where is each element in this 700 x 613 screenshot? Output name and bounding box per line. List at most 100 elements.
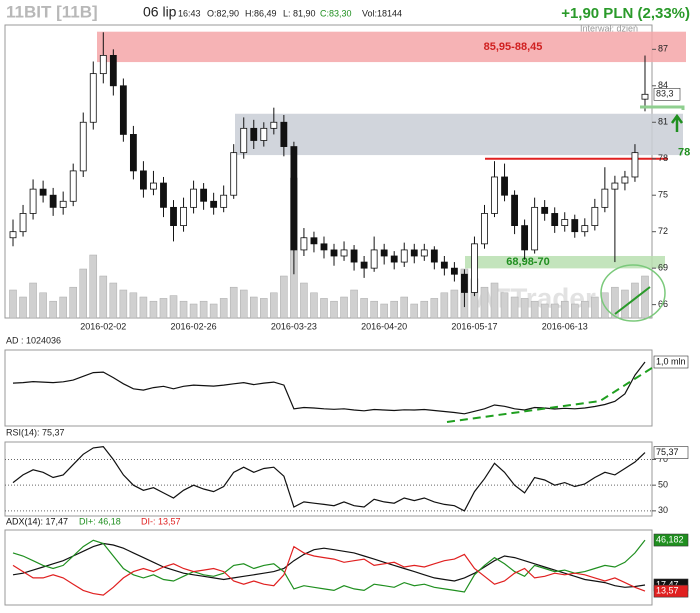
low: L: 81,90 — [283, 8, 316, 18]
volume-bar — [350, 289, 358, 319]
zone — [97, 31, 686, 63]
volume-bar — [179, 300, 188, 319]
symbol: 11BIT [11B] — [6, 2, 98, 21]
volume-bar — [370, 300, 378, 319]
candle-body — [210, 200, 218, 208]
high: H:86,49 — [245, 8, 277, 18]
value-tag — [653, 446, 689, 459]
candle-body — [350, 249, 358, 263]
interval: Interwał: dzień — [580, 23, 638, 33]
volume-bar — [581, 300, 589, 319]
candle-body — [150, 182, 157, 190]
volume-bar — [500, 292, 509, 319]
y-tick-label: 87 — [658, 44, 668, 54]
candle-body — [541, 206, 549, 214]
candle-body — [140, 170, 147, 190]
candle-body — [491, 176, 498, 214]
volume-bar — [571, 303, 579, 319]
candle-body — [300, 237, 308, 251]
volume-bar — [450, 289, 459, 319]
volume-bar — [410, 303, 419, 319]
volume-bar — [229, 286, 238, 319]
candle-body — [29, 188, 37, 214]
candle-body — [611, 182, 619, 190]
volume-bar — [239, 289, 248, 319]
volume-bar — [490, 282, 499, 319]
panel-title: RSI(14): 75,37 — [6, 427, 65, 437]
candle-body — [551, 213, 559, 227]
candle-body — [99, 54, 107, 75]
volume-bar — [99, 275, 108, 319]
candle-body — [571, 219, 579, 233]
value-tag — [653, 87, 681, 101]
y-tick-label: 78 — [658, 153, 668, 163]
candle-body — [360, 261, 368, 269]
volume-bar — [340, 296, 348, 319]
date: 06 lip — [143, 4, 177, 20]
candle-body — [400, 249, 408, 263]
volume-bar — [119, 289, 128, 319]
volume-bar — [550, 303, 559, 319]
time: 16:43 — [178, 8, 201, 18]
bracket — [640, 105, 685, 110]
change: +1,90 PLN (2,33%) — [561, 5, 690, 22]
volume-bar — [29, 282, 37, 319]
value-tag-label: 13,57 — [656, 585, 679, 595]
plot-layer: 85,95-88,4568,98-70786669727578818487201… — [4, 24, 690, 606]
volume-bar — [109, 282, 118, 319]
legend-entry: ADX(14): 17,47 — [6, 516, 68, 526]
series-line — [12, 542, 646, 588]
candle-body — [310, 237, 318, 245]
candle-body — [240, 127, 248, 154]
candle-body — [79, 121, 87, 172]
candle-body — [260, 127, 268, 141]
candle-body — [471, 243, 478, 293]
volume-bar — [189, 303, 198, 319]
candle-body — [631, 152, 639, 178]
candle-body — [119, 85, 127, 135]
candle-body — [521, 225, 529, 251]
volume-bar — [209, 303, 218, 319]
volume-bar — [540, 303, 549, 319]
volume-bar — [9, 289, 17, 319]
candle-body — [170, 206, 177, 227]
value-tag-label: 46,182 — [656, 534, 684, 544]
candle-body — [280, 121, 288, 147]
value-tag-label: 1,0 mln — [656, 356, 686, 366]
candle-body — [160, 182, 167, 208]
y-tick-label: 30 — [658, 505, 668, 515]
candle-body — [270, 121, 278, 129]
candle-body — [39, 188, 47, 196]
candle-body — [109, 54, 117, 87]
candle-body — [601, 188, 609, 208]
volume-bar — [510, 296, 519, 319]
y-tick-label: 81 — [658, 117, 668, 127]
close: C:83,30 — [320, 8, 352, 18]
volume-bar — [530, 300, 539, 319]
volume-bar — [19, 296, 27, 319]
y-tick-label: 69 — [658, 263, 668, 273]
candle-body — [531, 206, 539, 251]
volume-bar — [400, 296, 408, 319]
zone-label: 68,98-70 — [506, 256, 549, 268]
volume-bar — [480, 286, 489, 319]
candle-body — [621, 176, 629, 184]
legend-entry: DI+: 46,18 — [79, 516, 121, 526]
volume-bar — [270, 292, 278, 319]
volume-bar — [320, 298, 328, 319]
volume-bar — [420, 300, 429, 319]
value-tag-label: 83,3 — [656, 89, 674, 99]
candle-body — [49, 194, 57, 208]
panel-border — [4, 349, 653, 427]
series-line — [12, 545, 646, 596]
volume-bar — [89, 254, 98, 319]
y-tick-label: 84 — [658, 80, 668, 90]
level-label: 78 — [678, 147, 690, 159]
panel-border — [4, 441, 653, 517]
volume-bar — [69, 286, 77, 319]
y-tick-label: 72 — [658, 226, 668, 236]
zone — [235, 113, 683, 156]
volume-bar — [430, 298, 439, 319]
candle-body — [19, 213, 27, 233]
volume-bar — [169, 295, 178, 319]
